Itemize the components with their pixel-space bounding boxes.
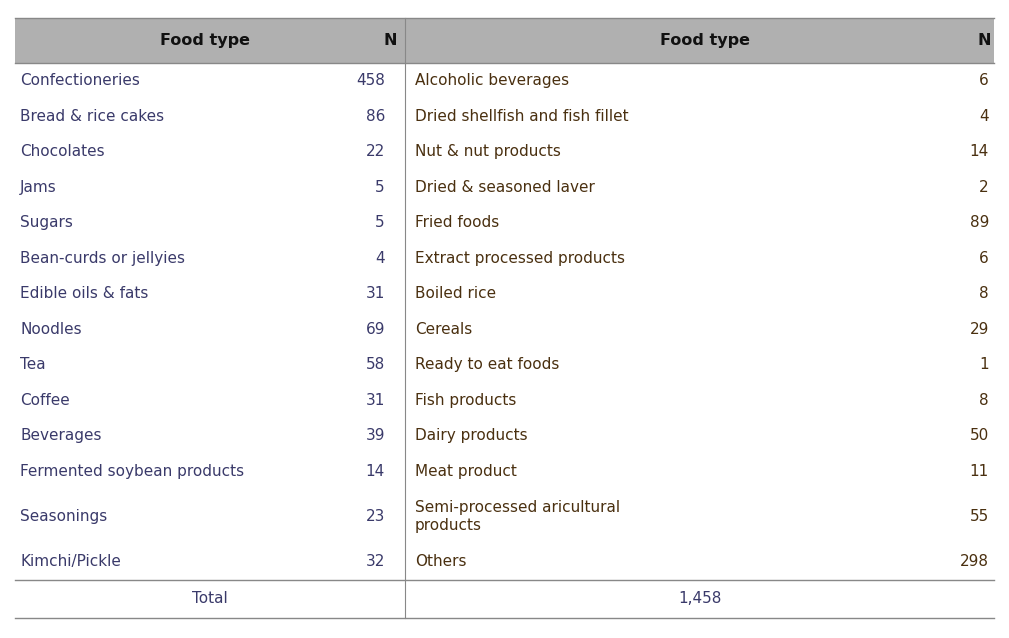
Text: 55: 55 xyxy=(970,509,989,524)
Text: Fish products: Fish products xyxy=(415,393,517,408)
Text: Others: Others xyxy=(415,554,466,569)
Text: Bean-curds or jellyies: Bean-curds or jellyies xyxy=(20,251,185,266)
Text: Nut & nut products: Nut & nut products xyxy=(415,144,561,160)
Text: Semi-processed aricultural
products: Semi-processed aricultural products xyxy=(415,500,621,533)
Text: 29: 29 xyxy=(970,322,989,337)
Text: 1: 1 xyxy=(980,357,989,372)
Text: Dried & seasoned laver: Dried & seasoned laver xyxy=(415,180,595,195)
Text: 1,458: 1,458 xyxy=(678,591,721,606)
Text: Edible oils & fats: Edible oils & fats xyxy=(20,286,148,301)
Text: Seasonings: Seasonings xyxy=(20,509,107,524)
Text: 86: 86 xyxy=(365,108,385,124)
Text: 6: 6 xyxy=(980,73,989,88)
Text: Kimchi/Pickle: Kimchi/Pickle xyxy=(20,554,121,569)
Text: 2: 2 xyxy=(980,180,989,195)
Text: 11: 11 xyxy=(970,464,989,478)
Text: Jams: Jams xyxy=(20,180,57,195)
Bar xyxy=(15,18,994,63)
Text: 6: 6 xyxy=(980,251,989,266)
Text: Boiled rice: Boiled rice xyxy=(415,286,496,301)
Text: 14: 14 xyxy=(970,144,989,160)
Text: 458: 458 xyxy=(356,73,385,88)
Text: 50: 50 xyxy=(970,428,989,443)
Text: 298: 298 xyxy=(960,554,989,569)
Text: Dried shellfish and fish fillet: Dried shellfish and fish fillet xyxy=(415,108,629,124)
Text: Noodles: Noodles xyxy=(20,322,82,337)
Text: 22: 22 xyxy=(365,144,385,160)
Text: 14: 14 xyxy=(365,464,385,478)
Text: Dairy products: Dairy products xyxy=(415,428,528,443)
Text: Sugars: Sugars xyxy=(20,215,73,230)
Text: Tea: Tea xyxy=(20,357,45,372)
Text: 31: 31 xyxy=(365,286,385,301)
Text: Bread & rice cakes: Bread & rice cakes xyxy=(20,108,164,124)
Text: 5: 5 xyxy=(375,215,385,230)
Text: 23: 23 xyxy=(365,509,385,524)
Text: Meat product: Meat product xyxy=(415,464,517,478)
Text: Cereals: Cereals xyxy=(415,322,472,337)
Text: Food type: Food type xyxy=(160,33,250,48)
Text: Extract processed products: Extract processed products xyxy=(415,251,625,266)
Text: Ready to eat foods: Ready to eat foods xyxy=(415,357,559,372)
Text: Fermented soybean products: Fermented soybean products xyxy=(20,464,244,478)
Text: Coffee: Coffee xyxy=(20,393,70,408)
Text: 69: 69 xyxy=(365,322,385,337)
Text: 31: 31 xyxy=(365,393,385,408)
Text: N: N xyxy=(383,33,397,48)
Text: N: N xyxy=(978,33,991,48)
Text: Chocolates: Chocolates xyxy=(20,144,105,160)
Text: Total: Total xyxy=(192,591,228,606)
Text: 4: 4 xyxy=(980,108,989,124)
Text: Food type: Food type xyxy=(660,33,750,48)
Text: 89: 89 xyxy=(970,215,989,230)
Text: Confectioneries: Confectioneries xyxy=(20,73,140,88)
Text: 8: 8 xyxy=(980,286,989,301)
Text: 8: 8 xyxy=(980,393,989,408)
Text: Beverages: Beverages xyxy=(20,428,102,443)
Text: 4: 4 xyxy=(375,251,385,266)
Text: Fried foods: Fried foods xyxy=(415,215,499,230)
Text: 32: 32 xyxy=(365,554,385,569)
Text: 5: 5 xyxy=(375,180,385,195)
Text: 58: 58 xyxy=(365,357,385,372)
Text: 39: 39 xyxy=(365,428,385,443)
Text: Alcoholic beverages: Alcoholic beverages xyxy=(415,73,569,88)
